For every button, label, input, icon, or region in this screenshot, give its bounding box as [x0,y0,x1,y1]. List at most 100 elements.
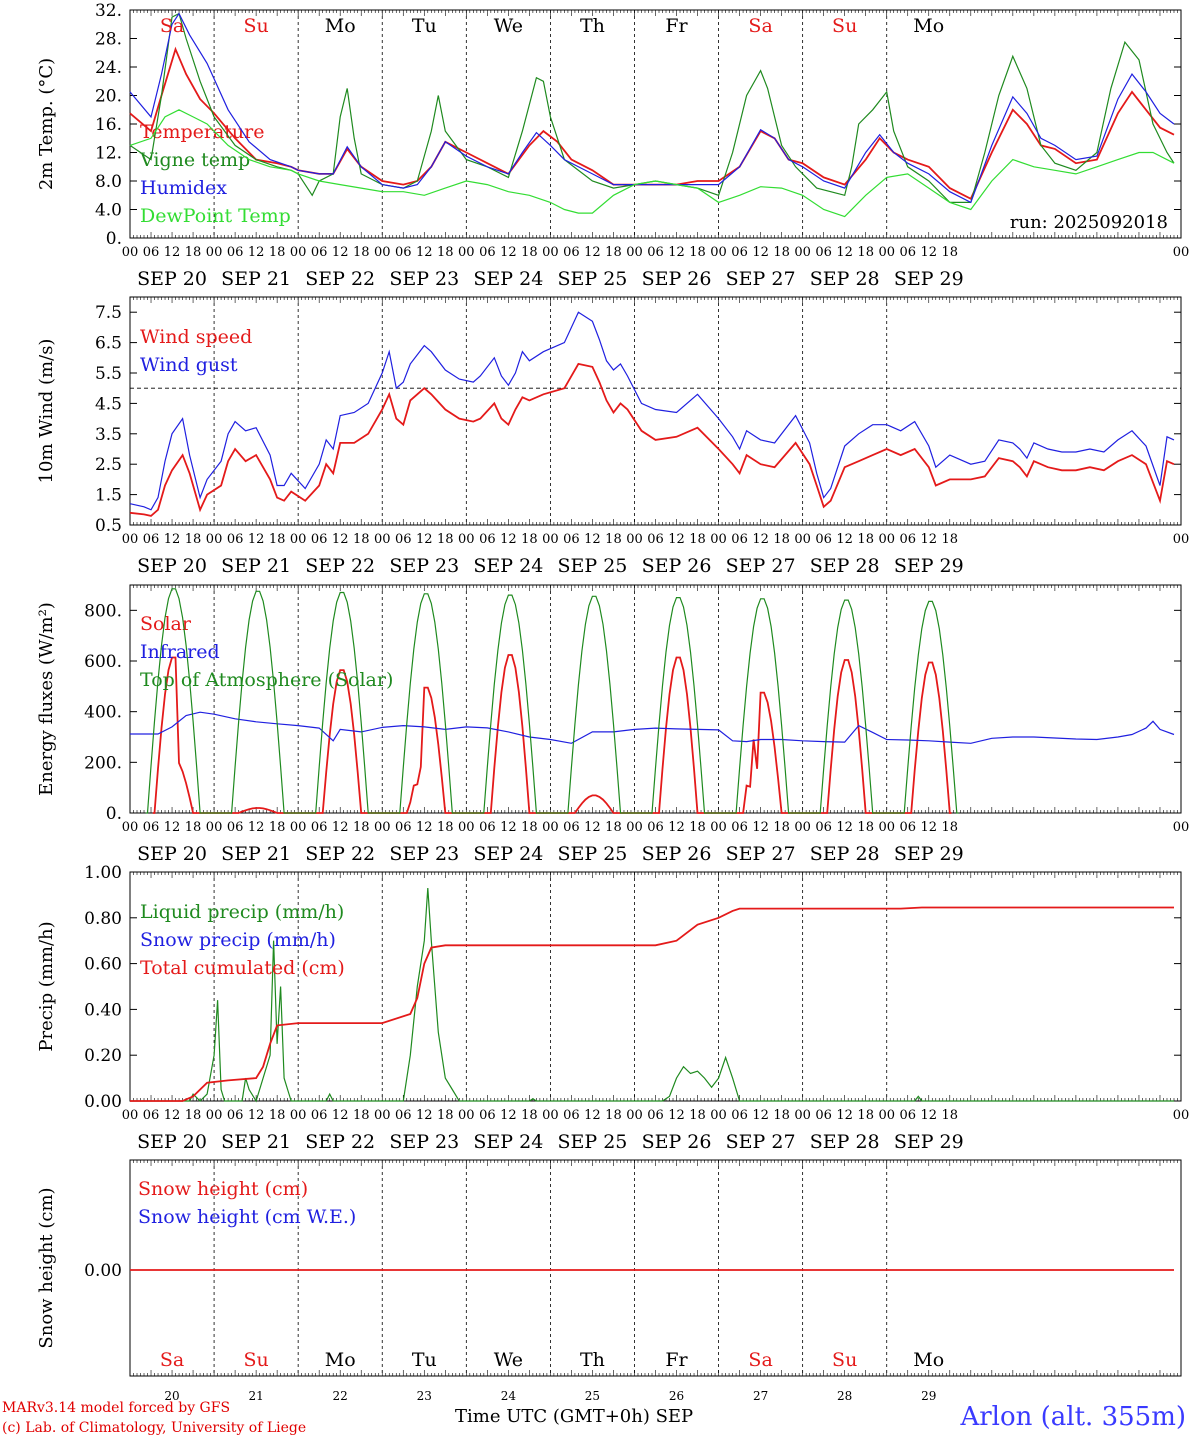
plot-frame [129,296,1182,526]
date-label: SEP 20 [137,843,207,865]
legend-entry: Snow precip (mm/h) [140,929,336,951]
day-of-week-label: Su [243,1349,268,1371]
y-tick-label: 0. [106,804,122,824]
hour-tick-label: 00 [710,820,727,835]
hour-tick-label: 06 [731,1108,748,1123]
hour-tick-label: 12 [752,532,769,547]
series-line-wind-speed [129,362,1175,517]
day-of-week-label: Th [580,15,605,37]
day-of-week-label: Fr [665,1349,688,1371]
date-label: SEP 23 [389,843,459,865]
hour-tick-label: 06 [227,532,244,547]
hour-tick-label: 18 [353,820,370,835]
hour-tick-label: 00 [290,820,307,835]
series-line-total-cumulated-cm- [130,906,1174,1102]
hour-tick-label: 06 [395,245,412,260]
y-tick-label: 0.20 [84,1046,122,1066]
y-tick-label: 0. [106,229,122,249]
hour-tick-label: 00 [626,245,643,260]
date-label: SEP 29 [894,268,964,290]
date-label: SEP 27 [726,843,796,865]
panel-temp: 0. 4.0 8.0 12. 16. 20. 24. 28. 32. 2m Temp. (°C) T… [36,1,1189,290]
hour-tick-label: 18 [773,1108,790,1123]
hour-tick-label: 06 [647,532,664,547]
panel-precip: 0.00 0.20 0.40 0.60 0.80 1.00 Precip (mm/h) Liq… [36,863,1189,1153]
y-tick-label: 4.0 [95,201,122,221]
y-axis-label: 2m Temp. (°C) [36,58,57,190]
hour-tick-label: 00 [1173,1108,1190,1123]
hour-tick-label: 06 [227,245,244,260]
station-name: Arlon (alt. 355m) [960,1402,1186,1432]
hour-tick-label: 12 [920,820,937,835]
series-line-wind-gust [129,311,1175,511]
date-number-label: 26 [669,1389,684,1403]
hour-tick-label: 18 [353,245,370,260]
hour-tick-label: 12 [668,532,685,547]
y-tick-label: 28. [95,30,122,50]
hour-tick-label: 18 [605,1108,622,1123]
hour-tick-label: 00 [626,820,643,835]
y-tick-label: 8.0 [95,172,122,192]
day-of-week-label: Sa [748,15,772,37]
date-label: SEP 28 [810,1131,880,1153]
hour-tick-label: 06 [563,820,580,835]
hour-tick-label: 06 [311,532,328,547]
y-tick-label: 0.5 [95,516,122,536]
y-axis-label: Energy fluxes (W/m²) [36,602,57,796]
date-label: SEP 20 [137,555,207,577]
series-line-liquid-precip-mm-h- [130,887,1174,1103]
hour-tick-label: 18 [185,1108,202,1123]
y-axis-label: 10m Wind (m/s) [36,339,57,484]
day-of-week-label: Th [580,1349,605,1371]
hour-tick-label: 12 [668,1108,685,1123]
y-tick-label: 0.00 [84,1092,122,1112]
hour-tick-label: 06 [899,820,916,835]
hour-tick-label: 18 [857,245,874,260]
hour-tick-label: 18 [353,532,370,547]
hour-tick-label: 18 [269,532,286,547]
hour-tick-label: 06 [563,1108,580,1123]
date-label: SEP 20 [137,268,207,290]
series-line-infrared [130,711,1175,744]
hour-tick-label: 18 [773,820,790,835]
legend-entry: Infrared [140,641,220,663]
date-label: SEP 29 [894,555,964,577]
legend-entry: Vigne temp [139,149,250,171]
day-of-week-label: Su [832,1349,857,1371]
hour-tick-label: 12 [248,820,265,835]
hour-tick-label: 12 [752,1108,769,1123]
hour-tick-label: 18 [605,532,622,547]
hour-tick-label: 00 [290,1108,307,1123]
legend-entry: Wind speed [140,326,252,348]
date-label: SEP 21 [221,555,291,577]
hour-tick-label: 18 [942,245,959,260]
hour-tick-label: 18 [521,245,538,260]
y-tick-label: 1.00 [84,863,122,883]
hour-tick-label: 00 [1173,245,1190,260]
legend-entry: Solar [140,613,192,635]
hour-tick-label: 06 [395,820,412,835]
hour-tick-label: 06 [395,532,412,547]
legend-entry: Temperature [140,121,264,143]
date-number-label: 20 [164,1389,179,1403]
date-number-label: 22 [333,1389,348,1403]
day-of-week-label: Mo [325,15,356,37]
hour-tick-label: 12 [416,245,433,260]
hour-tick-label: 18 [942,1108,959,1123]
hour-tick-label: 18 [185,245,202,260]
hour-tick-label: 00 [794,245,811,260]
hour-tick-label: 00 [626,532,643,547]
hour-tick-label: 00 [542,1108,559,1123]
date-label: SEP 26 [642,268,712,290]
y-tick-label: 6.5 [95,334,122,354]
hour-tick-label: 12 [584,532,601,547]
day-of-week-label: Sa [160,1349,184,1371]
hour-tick-label: 00 [122,820,139,835]
hour-tick-label: 06 [731,532,748,547]
hour-tick-label: 06 [311,820,328,835]
time-axis-label: Time UTC (GMT+0h) SEP [455,1406,694,1427]
hour-tick-label: 00 [710,1108,727,1123]
series-line-vigne-temp [129,12,1175,203]
hour-tick-label: 00 [794,532,811,547]
hour-tick-label: 06 [899,245,916,260]
